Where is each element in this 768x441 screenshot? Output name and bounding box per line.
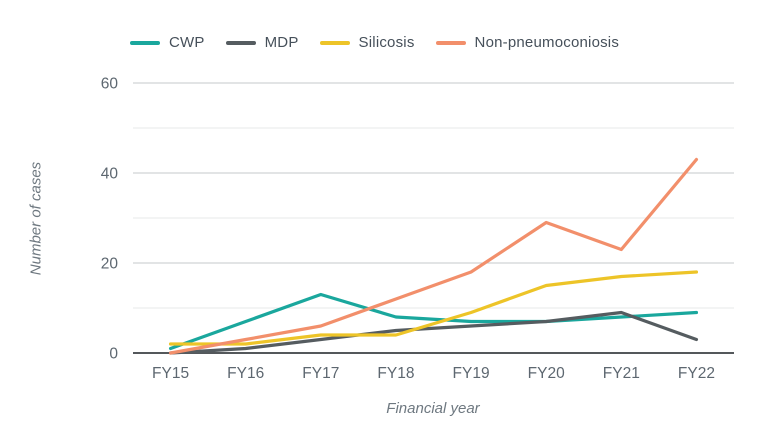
- y-tick-label: 60: [101, 76, 119, 93]
- series-line-mdp: [168, 310, 699, 355]
- legend-swatch-cwp: [130, 40, 160, 45]
- legend-swatch-non-pneumoconiosis: [435, 40, 466, 45]
- legend-item-silicosis: Silicosis: [319, 34, 415, 51]
- series-line-cwp: [168, 292, 699, 351]
- x-tick-label: FY16: [227, 365, 264, 382]
- y-axis-title: Number of cases: [27, 161, 45, 276]
- legend-label-cwp: CWP: [169, 34, 205, 51]
- x-tick-label: FY15: [152, 365, 189, 382]
- legend-item-mdp: MDP: [225, 34, 299, 51]
- series-line-non-pneumoconiosis: [168, 157, 699, 355]
- legend-item-cwp: CWP: [130, 34, 205, 51]
- y-tick-label: 40: [101, 166, 119, 183]
- series-line-silicosis: [168, 270, 699, 346]
- x-tick-label: FY19: [453, 365, 490, 382]
- y-tick-label: 0: [109, 346, 118, 363]
- legend-swatch-silicosis: [319, 40, 350, 45]
- x-tick-label: FY21: [603, 365, 640, 382]
- legend-label-non-pneumoconiosis: Non-pneumoconiosis: [474, 34, 620, 51]
- legend: CWP MDP Silicosis Non-pneumoconiosis: [130, 34, 619, 51]
- x-tick-label: FY18: [377, 365, 414, 382]
- x-tick-label: FY22: [678, 365, 715, 382]
- y-tick-label: 20: [101, 256, 119, 273]
- legend-swatch-mdp: [225, 40, 256, 45]
- x-tick-label: FY17: [302, 365, 339, 382]
- x-axis-title: Financial year: [386, 400, 480, 417]
- legend-label-silicosis: Silicosis: [358, 34, 415, 51]
- legend-item-non-pneumoconiosis: Non-pneumoconiosis: [435, 34, 620, 51]
- x-tick-label: FY20: [528, 365, 565, 382]
- legend-label-mdp: MDP: [264, 34, 299, 51]
